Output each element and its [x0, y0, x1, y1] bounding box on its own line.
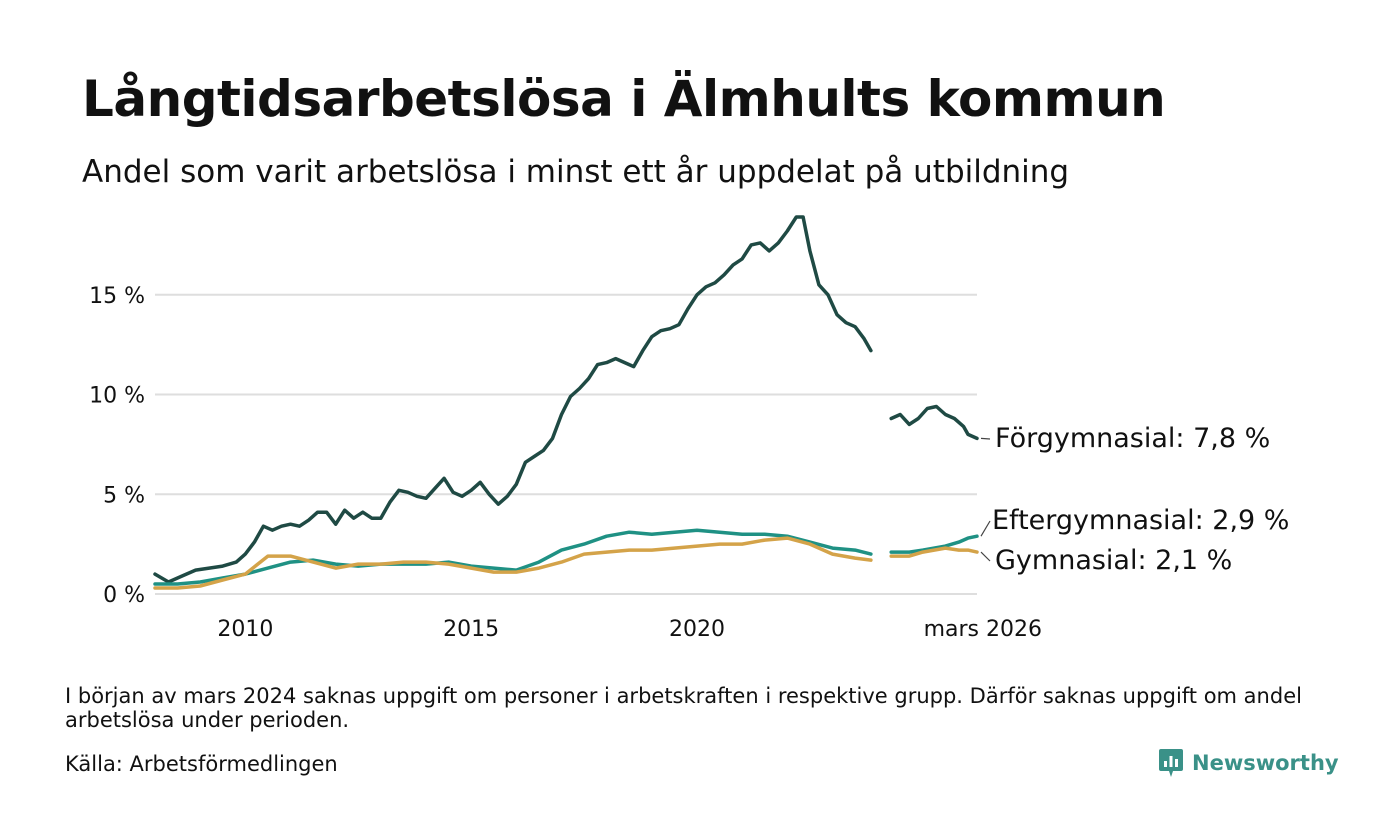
series-lines [153, 215, 979, 590]
grid-lines [155, 293, 977, 595]
end-label-connector-eftergymnasial [980, 520, 991, 537]
series-line-eftergymnasial-before-gap [153, 528, 873, 586]
series-line-gymnasial-before-gap [153, 536, 873, 590]
x-tick-label: 2020 [669, 617, 725, 642]
brand-name: Newsworthy [1192, 751, 1339, 775]
series-line-eftergymnasial-after-gap [889, 534, 979, 554]
y-axis-ticks: 0 % 5 % 10 % 15 % [89, 284, 145, 608]
newsworthy-logo[interactable]: Newsworthy [1158, 746, 1339, 780]
series-end-labels: Förgymnasial: 7,8 % Eftergymnasial: 2,9 %… [980, 423, 1289, 576]
end-label-connector-forgymnasial [980, 437, 991, 440]
x-tick-label: 2015 [443, 617, 499, 642]
end-label-gymnasial: Gymnasial: 2,1 % [995, 545, 1232, 576]
series-line-forgymnasial-after-gap [889, 404, 979, 441]
y-tick-label: 10 % [89, 384, 145, 409]
x-axis-ticks: 2010 2015 2020 mars 2026 [217, 617, 1042, 642]
footnote: I början av mars 2024 saknas uppgift om … [65, 684, 1302, 732]
end-label-eftergymnasial: Eftergymnasial: 2,9 % [992, 505, 1289, 536]
source-text: Källa: Arbetsförmedlingen [65, 752, 338, 776]
y-tick-label: 0 % [103, 583, 145, 608]
chart-subtitle: Andel som varit arbetslösa i minst ett å… [82, 154, 1070, 190]
series-line-gymnasial-after-gap [889, 546, 979, 558]
chart-title: Långtidsarbetslösa i Älmhults kommun [82, 70, 1166, 128]
series-line-forgymnasial-before-gap [153, 215, 873, 584]
line-chart: 0 % 5 % 10 % 15 % 2010 2015 2020 mars 2026 För… [89, 215, 1289, 642]
y-tick-label: 5 % [103, 483, 145, 508]
end-label-forgymnasial: Förgymnasial: 7,8 % [995, 423, 1270, 454]
y-tick-label: 15 % [89, 284, 145, 309]
x-tick-label: 2010 [217, 617, 273, 642]
end-label-connector-gymnasial [980, 551, 991, 562]
x-tick-label: mars 2026 [924, 617, 1042, 642]
newsworthy-icon [1159, 749, 1183, 777]
